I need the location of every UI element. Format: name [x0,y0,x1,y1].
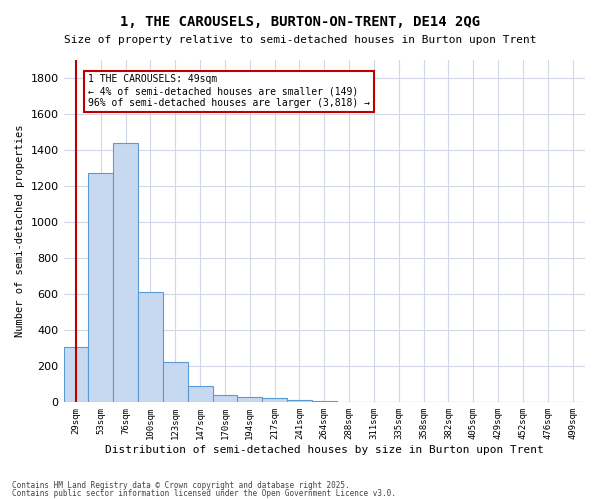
X-axis label: Distribution of semi-detached houses by size in Burton upon Trent: Distribution of semi-detached houses by … [105,445,544,455]
Bar [212,395,238,402]
Bar [287,400,312,402]
Bar [238,397,262,402]
Text: Contains HM Land Registry data © Crown copyright and database right 2025.: Contains HM Land Registry data © Crown c… [12,481,350,490]
Bar [113,143,138,403]
Text: 1 THE CAROUSELS: 49sqm
← 4% of semi-detached houses are smaller (149)
96% of sem: 1 THE CAROUSELS: 49sqm ← 4% of semi-deta… [88,74,370,108]
Bar [138,292,163,403]
Bar [188,386,212,402]
Bar [163,362,188,403]
Y-axis label: Number of semi-detached properties: Number of semi-detached properties [15,125,25,338]
Bar [64,348,88,403]
Text: Size of property relative to semi-detached houses in Burton upon Trent: Size of property relative to semi-detach… [64,35,536,45]
Bar [88,172,113,402]
Text: 1, THE CAROUSELS, BURTON-ON-TRENT, DE14 2QG: 1, THE CAROUSELS, BURTON-ON-TRENT, DE14 … [120,15,480,29]
Bar [262,398,287,402]
Text: Contains public sector information licensed under the Open Government Licence v3: Contains public sector information licen… [12,488,396,498]
